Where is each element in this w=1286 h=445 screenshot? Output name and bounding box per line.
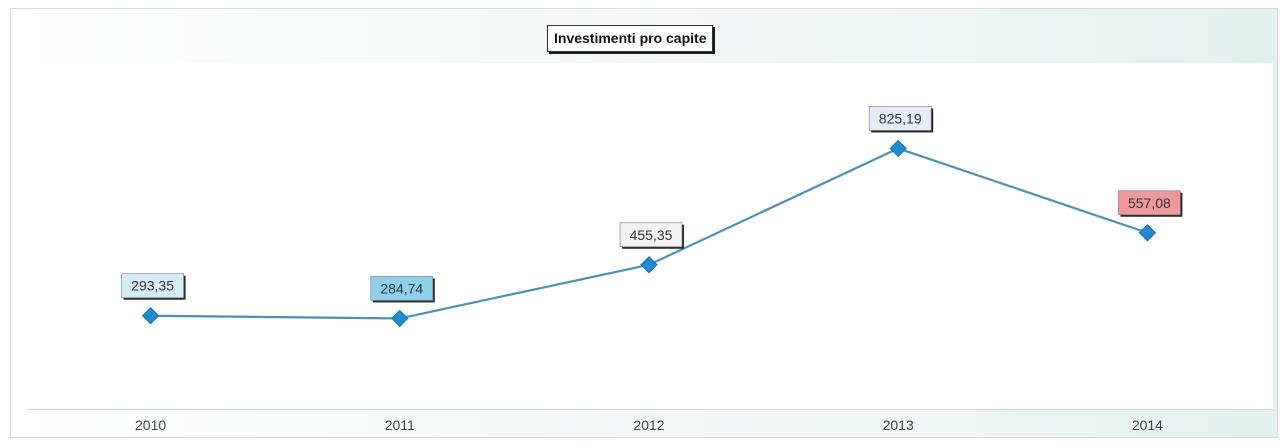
data-point-marker (889, 139, 907, 158)
x-tick-label: 2010 (135, 417, 166, 433)
data-label-box (1118, 190, 1181, 216)
data-label-box (370, 276, 434, 301)
chart-title: Investimenti pro capite (547, 25, 714, 52)
data-label-box (868, 106, 932, 131)
data-point-marker (391, 309, 409, 328)
data-label-box (121, 273, 184, 299)
data-label: 825,19 (879, 110, 922, 126)
data-point-marker (1138, 224, 1157, 242)
x-tick-label: 2012 (633, 417, 664, 433)
chart-frame (10, 8, 1278, 438)
x-tick-label: 2014 (1132, 417, 1163, 433)
data-label-box (619, 222, 683, 248)
x-tick-label: 2011 (385, 417, 415, 433)
data-label: 557,08 (1128, 195, 1171, 211)
data-point-marker (640, 256, 658, 274)
data-label: 293,35 (131, 278, 174, 294)
data-label: 284,74 (380, 280, 423, 296)
data-point-marker (141, 307, 160, 325)
data-label: 455,35 (630, 227, 673, 243)
x-tick-label: 2013 (883, 417, 914, 433)
